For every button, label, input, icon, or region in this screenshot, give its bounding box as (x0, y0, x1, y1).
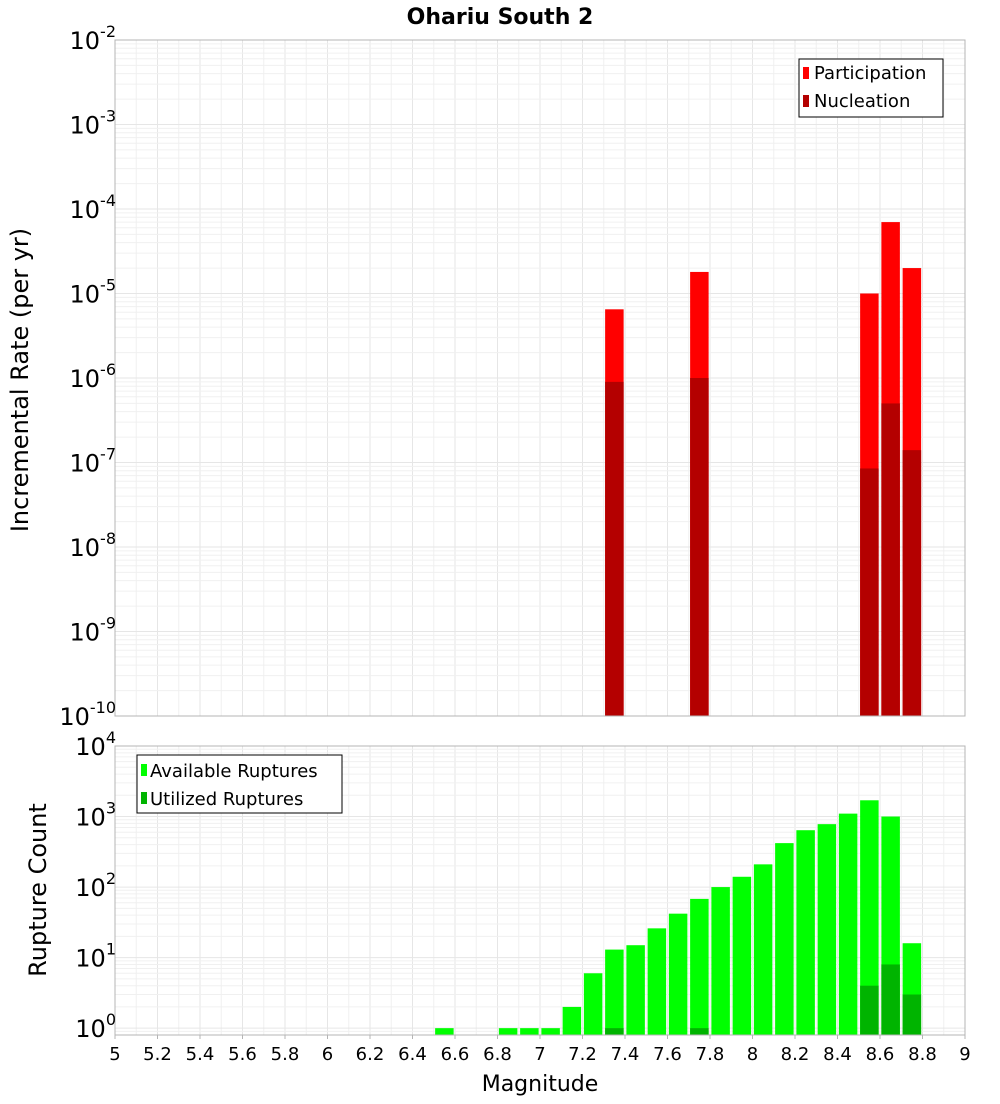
bottom-bar-available-ruptures (796, 830, 815, 1035)
top-plot-frame (114, 39, 966, 717)
bottom-bar-utilized-ruptures (860, 985, 879, 1035)
x-tick-label: 6.2 (356, 1044, 385, 1065)
bottom-bar-utilized-ruptures (690, 1028, 709, 1035)
x-tick-label: 8.8 (908, 1044, 937, 1065)
legend-label-available: Available Ruptures (150, 761, 318, 782)
bottom-y-tick-label: 100 (75, 1010, 116, 1043)
top-y-tick-label: 10-10 (59, 698, 116, 731)
x-tick-label: 6.4 (398, 1044, 427, 1065)
top-legend: Participation Nucleation (798, 58, 944, 118)
bottom-y-axis-label: Rupture Count (24, 803, 52, 977)
legend-swatch-participation (803, 67, 809, 79)
top-y-tick-label: 10-5 (70, 276, 117, 309)
bottom-bar-available-ruptures (732, 876, 752, 1035)
x-tick-label: 5.2 (143, 1044, 172, 1065)
bottom-bar-available-ruptures (711, 887, 730, 1035)
bottom-bar-available-ruptures (690, 898, 709, 1035)
bottom-bar-available-ruptures (817, 824, 837, 1035)
x-tick-label: 9 (959, 1044, 970, 1065)
top-y-tick-label: 10-3 (70, 107, 117, 140)
top-y-tick-label: 10-7 (70, 445, 117, 478)
x-axis-label: Magnitude (482, 1072, 599, 1097)
top-bar-nucleation (881, 403, 900, 716)
legend-swatch-utilized (141, 792, 147, 804)
bottom-y-tick-label: 103 (75, 799, 116, 832)
x-tick-label: 7.2 (568, 1044, 597, 1065)
bottom-bar-available-ruptures (435, 1028, 454, 1035)
top-y-ticks: 10-10 10-9 10-8 10-7 10-6 10-5 10-4 10-3 10-2 (59, 22, 116, 731)
bottom-y-tick-label: 102 (75, 869, 116, 902)
bottom-bar-available-ruptures (583, 973, 603, 1035)
x-tick-label: 5.6 (228, 1044, 257, 1065)
x-tick-label: 6.8 (483, 1044, 512, 1065)
bottom-bar-available-ruptures (626, 945, 645, 1035)
bottom-legend: Available Ruptures Utilized Ruptures (136, 754, 343, 814)
bottom-bar-available-ruptures (775, 843, 794, 1035)
x-tick-label: 5 (109, 1044, 120, 1065)
bottom-bar-available-ruptures (860, 800, 879, 1035)
x-tick-label: 6 (322, 1044, 333, 1065)
bottom-bar-available-ruptures (647, 928, 667, 1035)
chart-title: Ohariu South 2 (407, 5, 594, 30)
x-tick-label: 7.8 (696, 1044, 725, 1065)
bottom-y-tick-label: 104 (75, 728, 116, 761)
bottom-legend-box (136, 754, 343, 814)
bottom-bar-available-ruptures (562, 1006, 582, 1035)
x-tick-label: 8.2 (781, 1044, 810, 1065)
bottom-bar-utilized-ruptures (902, 994, 922, 1035)
top-y-tick-label: 10-4 (70, 191, 117, 224)
x-ticks: 5 5.2 5.4 5.6 5.8 6 6.2 6.4 6.6 6.8 7 7.2 7.4 7.6 7.8 8… (109, 1035, 971, 1065)
top-y-tick-label: 10-2 (70, 22, 117, 55)
x-tick-label: 7.6 (653, 1044, 682, 1065)
x-tick-label: 7 (534, 1044, 545, 1065)
x-tick-label: 6.6 (441, 1044, 470, 1065)
bottom-bar-available-ruptures (753, 864, 773, 1035)
bottom-y-tick-label: 101 (75, 940, 116, 973)
bottom-bar-available-ruptures (520, 1028, 539, 1035)
top-bar-nucleation (860, 468, 879, 716)
top-bar-nucleation (605, 381, 624, 716)
bottom-bar-available-ruptures (838, 813, 858, 1035)
top-y-tick-label: 10-8 (70, 529, 117, 562)
top-bars (605, 222, 922, 716)
top-y-tick-label: 10-9 (70, 614, 117, 647)
bottom-bar-available-ruptures (668, 913, 688, 1035)
top-y-tick-label: 10-6 (70, 360, 117, 393)
legend-swatch-nucleation (803, 95, 809, 107)
top-bar-nucleation (690, 378, 709, 716)
legend-label-utilized: Utilized Ruptures (150, 789, 303, 810)
bottom-bar-available-ruptures (605, 949, 624, 1035)
bottom-bar-available-ruptures (498, 1028, 518, 1035)
legend-label-nucleation: Nucleation (814, 91, 910, 112)
top-y-axis-label: Incremental Rate (per yr) (6, 228, 34, 532)
x-tick-label: 5.8 (271, 1044, 300, 1065)
bottom-bars (435, 800, 922, 1035)
top-grid (114, 39, 966, 717)
bottom-bar-utilized-ruptures (605, 1028, 624, 1035)
top-bar-nucleation (902, 450, 922, 716)
x-tick-label: 8.6 (866, 1044, 895, 1065)
x-tick-label: 5.4 (186, 1044, 215, 1065)
bottom-y-ticks: 100 101 102 103 104 (75, 728, 116, 1043)
legend-label-participation: Participation (814, 63, 926, 84)
bottom-bar-utilized-ruptures (881, 964, 900, 1035)
bottom-bar-available-ruptures (541, 1028, 560, 1035)
x-tick-label: 8 (747, 1044, 758, 1065)
top-legend-box (798, 58, 944, 118)
x-tick-label: 7.4 (611, 1044, 640, 1065)
x-tick-label: 8.4 (823, 1044, 852, 1065)
legend-swatch-available (141, 764, 147, 776)
